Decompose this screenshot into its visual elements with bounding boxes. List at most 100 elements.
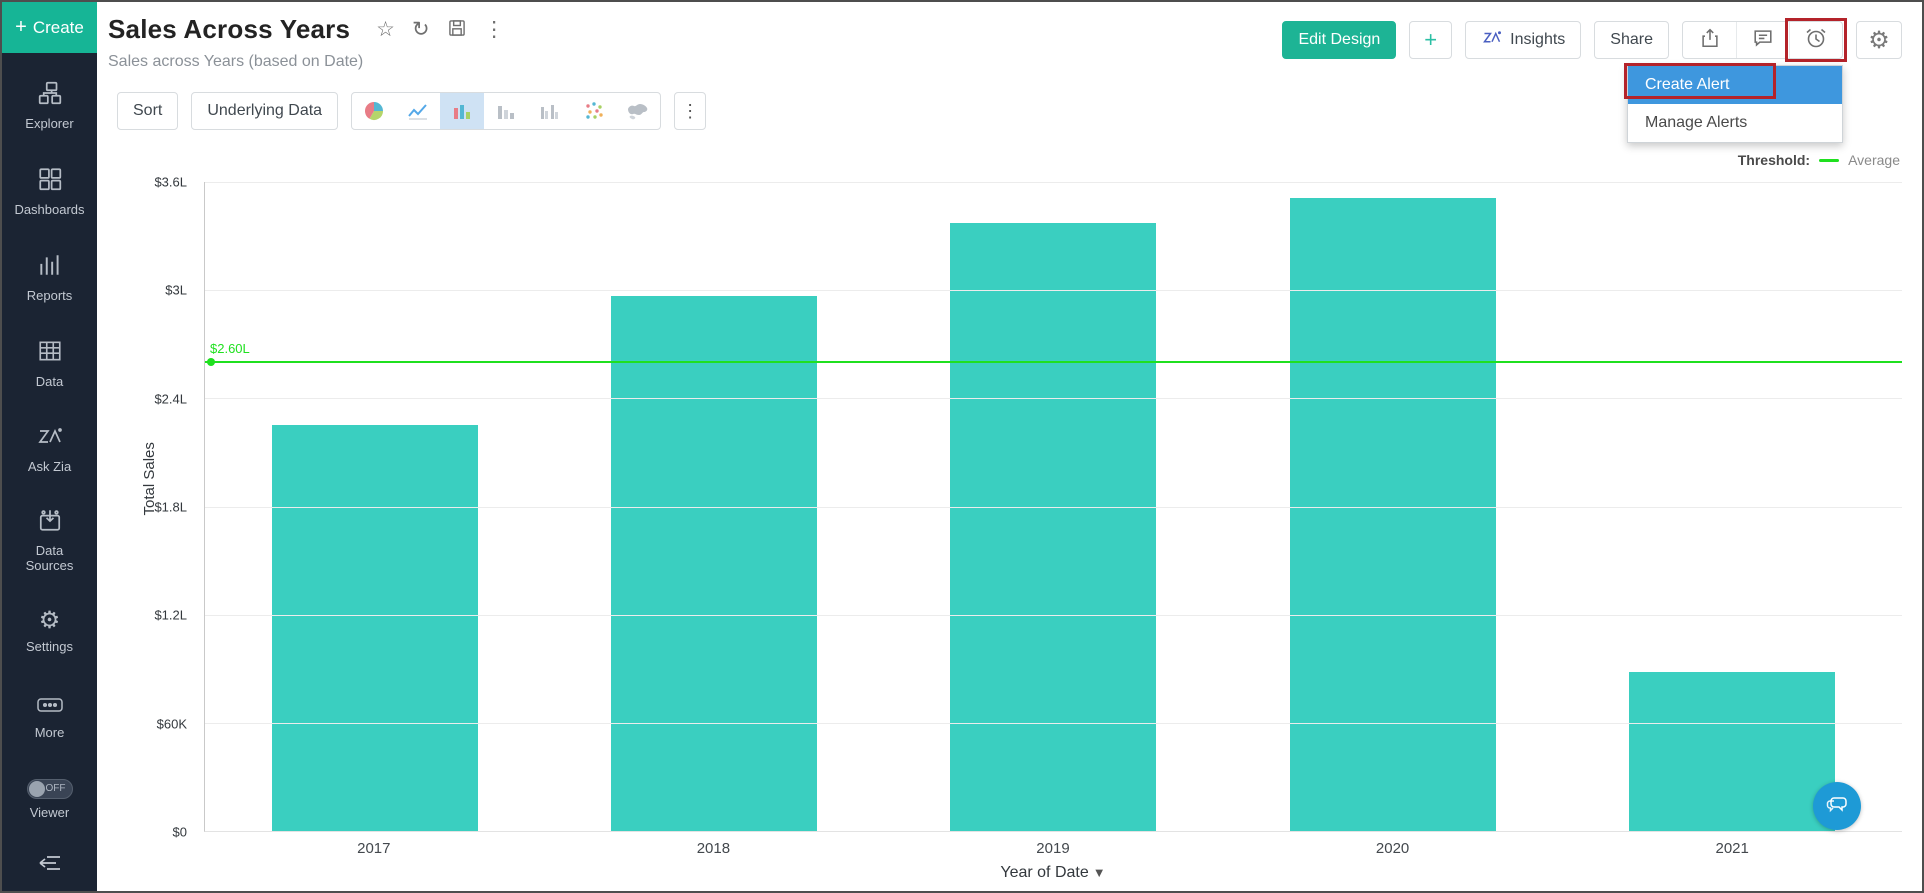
gridline: [205, 398, 1902, 400]
explorer-icon: [37, 80, 63, 110]
data-icon: [37, 338, 63, 368]
gear-icon: ⚙: [1868, 26, 1890, 54]
zia-icon: [36, 425, 64, 453]
sidebar-item-label: Ask Zia: [27, 459, 72, 474]
sort-button[interactable]: Sort: [117, 92, 179, 130]
create-button[interactable]: + Create: [2, 2, 97, 54]
menu-item-label: Create Alert: [1645, 76, 1730, 93]
y-tick-label: $0: [172, 824, 187, 840]
chevron-down-icon[interactable]: ▼: [1092, 865, 1106, 880]
sidebar-item-data[interactable]: Data: [2, 321, 97, 407]
threshold-legend-swatch: [1819, 158, 1840, 162]
x-axis-caption-label: Year of Date: [1000, 864, 1089, 881]
chart-type-scatter-icon[interactable]: [572, 93, 616, 129]
edit-design-label: Edit Design: [1298, 31, 1381, 48]
alert-dropdown-menu: Create Alert Manage Alerts: [1624, 63, 1843, 143]
page-title: Sales Across Years: [108, 14, 351, 44]
plot-area: $2.60L: [204, 182, 1902, 832]
title-block: Sales Across Years ☆ ↻ ⋮ Sales across Ye…: [108, 14, 505, 71]
header-actions: Edit Design + Insights Share: [1282, 18, 1902, 143]
sidebar-item-label: More: [34, 724, 65, 740]
favorite-star-icon[interactable]: ☆: [376, 18, 395, 41]
chart-type-stacked-bar-icon[interactable]: [484, 93, 528, 129]
y-tick-label: $1.8L: [154, 499, 187, 515]
gear-icon: ⚙: [38, 606, 61, 634]
gridline: [205, 506, 1902, 508]
threshold-line: [205, 361, 1902, 364]
y-axis-labels: $0 $60K $1.2L $1.8L $2.4L $3L $3.6L: [97, 175, 197, 840]
sidebar-item-label: Reports: [26, 288, 73, 304]
chart-type-map-icon[interactable]: [616, 93, 660, 129]
threshold-value-label: $2.60L: [210, 341, 250, 357]
sidebar-item-label: Settings: [26, 638, 73, 654]
sidebar-item-ask-zia[interactable]: Ask Zia: [2, 407, 97, 493]
kebab-menu-icon: ⋮: [681, 100, 700, 121]
x-tick-label: 2019: [1036, 840, 1070, 857]
report-subtitle: Sales across Years (based on Date): [108, 53, 364, 70]
report-toolbar: Sort Underlying Data: [117, 92, 707, 130]
menu-item-create-alert[interactable]: Create Alert: [1624, 63, 1842, 104]
zia-icon: [1481, 29, 1503, 52]
sidebar-collapse-button[interactable]: [2, 840, 97, 891]
viewer-label: Viewer: [29, 805, 70, 821]
x-tick-label: 2020: [1375, 840, 1410, 857]
menu-item-manage-alerts[interactable]: Manage Alerts: [1628, 104, 1842, 142]
sidebar-item-reports[interactable]: Reports: [2, 235, 97, 321]
insights-label: Insights: [1510, 31, 1566, 48]
insights-button[interactable]: Insights: [1465, 21, 1582, 59]
toggle-state-label: OFF: [45, 783, 66, 795]
settings-button[interactable]: ⚙: [1856, 21, 1902, 59]
legend-title: Threshold:: [1737, 152, 1811, 168]
y-tick-label: $60K: [156, 716, 187, 732]
viewer-toggle[interactable]: OFF: [26, 779, 73, 800]
sidebar-item-dashboards[interactable]: Dashboards: [2, 149, 97, 235]
gridline: [205, 614, 1902, 616]
chart-legend: Threshold: Average: [1738, 152, 1900, 168]
toggle-knob: [28, 781, 45, 798]
chart-type-pie-icon[interactable]: [352, 93, 396, 129]
ask-zia-chat-button[interactable]: [1813, 782, 1861, 830]
chart-type-group: [351, 92, 662, 130]
toolbar-kebab-menu[interactable]: ⋮: [674, 92, 707, 130]
comment-button[interactable]: [1736, 22, 1789, 58]
underlying-data-label: Underlying Data: [207, 102, 323, 119]
x-tick-label: 2021: [1715, 840, 1749, 857]
chat-bubbles-icon: [1824, 791, 1850, 822]
y-tick-label: $2.4L: [154, 391, 187, 407]
export-button[interactable]: [1683, 22, 1736, 58]
bar-2017[interactable]: [271, 425, 478, 831]
underlying-data-button[interactable]: Underlying Data: [191, 92, 339, 130]
sidebar-item-label: Explorer: [25, 116, 74, 132]
x-axis-labels: 2017 2018 2019 2020 2021: [204, 840, 1902, 857]
edit-design-button[interactable]: Edit Design: [1282, 21, 1397, 59]
chart-type-grouped-bar-icon[interactable]: [528, 93, 572, 129]
bar-2018[interactable]: [611, 295, 818, 831]
sidebar-item-explorer[interactable]: Explorer: [2, 63, 97, 149]
save-icon[interactable]: [447, 18, 467, 42]
bar-2019[interactable]: [950, 223, 1157, 831]
share-button[interactable]: Share: [1594, 21, 1669, 59]
sidebar-item-more[interactable]: More: [2, 675, 97, 761]
main-content: Sales Across Years ☆ ↻ ⋮ Sales across Ye…: [97, 2, 1922, 891]
data-sources-icon: [37, 507, 63, 537]
menu-item-label: Manage Alerts: [1645, 114, 1748, 131]
refresh-icon[interactable]: ↻: [411, 18, 430, 41]
y-tick-label: $3.6L: [154, 174, 187, 190]
kebab-menu-icon[interactable]: ⋮: [483, 18, 505, 41]
bar-2020[interactable]: [1289, 198, 1496, 831]
gridline: [205, 290, 1902, 292]
add-button[interactable]: +: [1409, 21, 1453, 59]
chart-type-line-icon[interactable]: [396, 93, 440, 129]
comment-icon: [1752, 27, 1774, 54]
sidebar-item-settings[interactable]: ⚙ Settings: [2, 589, 97, 675]
sidebar-item-data-sources[interactable]: Data Sources: [2, 493, 97, 589]
chart-type-bar-icon[interactable]: [440, 93, 485, 129]
viewer-toggle-item: OFF Viewer: [2, 761, 97, 840]
gridline: [205, 182, 1902, 183]
alert-button[interactable]: [1785, 18, 1847, 62]
gridline: [205, 722, 1902, 724]
bar-2021[interactable]: [1629, 672, 1836, 831]
dashboards-icon: [37, 166, 63, 196]
y-tick-label: $3L: [165, 282, 187, 298]
legend-series-label[interactable]: Average: [1848, 152, 1900, 168]
